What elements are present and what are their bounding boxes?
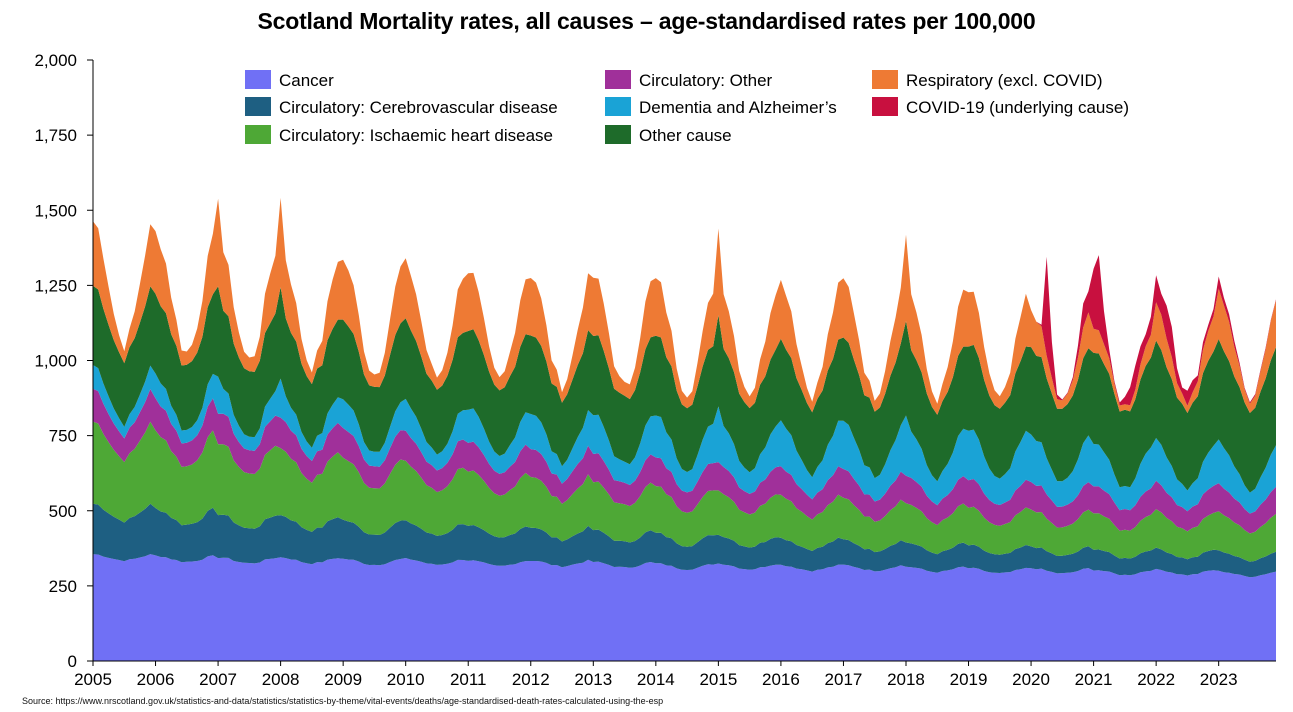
y-tick-label: 1,250 <box>34 276 77 295</box>
y-tick-label: 2,000 <box>34 51 77 70</box>
x-tick-label: 2019 <box>950 670 988 689</box>
legend-item: Other cause <box>605 125 732 145</box>
legend-swatch <box>245 97 271 116</box>
x-tick-label: 2018 <box>887 670 925 689</box>
legend-item: Dementia and Alzheimer’s <box>605 97 837 117</box>
x-tick-label: 2014 <box>637 670 675 689</box>
y-tick-label: 750 <box>49 427 77 446</box>
legend-item: Respiratory (excl. COVID) <box>872 70 1102 90</box>
legend-label: Circulatory: Other <box>639 71 773 90</box>
legend: Cancer Circulatory: Cerebrovascular disea… <box>245 70 1129 145</box>
x-tick-label: 2013 <box>574 670 612 689</box>
x-tick-label: 2007 <box>199 670 237 689</box>
series-area-4 <box>93 365 1276 514</box>
x-tick-label: 2020 <box>1012 670 1050 689</box>
legend-label: Respiratory (excl. COVID) <box>906 71 1102 90</box>
source-note: Source: https://www.nrscotland.gov.uk/st… <box>22 696 664 706</box>
x-tick-label: 2010 <box>387 670 425 689</box>
legend-swatch <box>605 125 631 144</box>
legend-swatch <box>872 70 898 89</box>
x-tick-label: 2009 <box>324 670 362 689</box>
series-area-2 <box>93 421 1276 562</box>
legend-label: Other cause <box>639 126 732 145</box>
legend-swatch <box>872 97 898 116</box>
x-tick-label: 2005 <box>74 670 112 689</box>
legend-label: Circulatory: Ischaemic heart disease <box>279 126 553 145</box>
y-tick-label: 1,000 <box>34 352 77 371</box>
legend-label: Dementia and Alzheimer’s <box>639 98 837 117</box>
y-tick-label: 500 <box>49 502 77 521</box>
y-tick-label: 1,750 <box>34 126 77 145</box>
legend-swatch <box>605 70 631 89</box>
axes: 0 250 500 750 1,000 1,250 1,500 1,750 2,000 2005 2… <box>34 51 1276 689</box>
x-tick-label: 2017 <box>825 670 863 689</box>
y-tick-label: 250 <box>49 577 77 596</box>
legend-item: Circulatory: Other <box>605 70 773 90</box>
legend-label: Cancer <box>279 71 334 90</box>
x-tick-label: 2008 <box>262 670 300 689</box>
chart-title: Scotland Mortality rates, all causes – a… <box>257 8 1036 34</box>
legend-swatch <box>245 125 271 144</box>
legend-item: Cancer <box>245 70 334 90</box>
y-tick-label: 1,500 <box>34 201 77 220</box>
series-area-6 <box>93 197 1276 415</box>
x-tick-label: 2015 <box>699 670 737 689</box>
y-tick-label: 0 <box>68 652 77 671</box>
x-tick-label: 2022 <box>1137 670 1175 689</box>
x-tick-label: 2021 <box>1075 670 1113 689</box>
legend-item: Circulatory: Cerebrovascular disease <box>245 97 558 117</box>
series-area-1 <box>93 503 1276 578</box>
area-layers <box>93 197 1276 661</box>
legend-swatch <box>245 70 271 89</box>
x-tick-label: 2023 <box>1200 670 1238 689</box>
legend-item: Circulatory: Ischaemic heart disease <box>245 125 553 145</box>
series-area-5 <box>93 285 1276 493</box>
series-area-0 <box>93 554 1276 661</box>
legend-label: Circulatory: Cerebrovascular disease <box>279 98 558 117</box>
legend-swatch <box>605 97 631 116</box>
x-tick-label: 2006 <box>137 670 175 689</box>
legend-label: COVID-19 (underlying cause) <box>906 98 1129 117</box>
x-tick-label: 2012 <box>512 670 550 689</box>
x-tick-label: 2011 <box>450 670 487 689</box>
series-area-3 <box>93 388 1276 534</box>
legend-item: COVID-19 (underlying cause) <box>872 97 1129 117</box>
x-tick-label: 2016 <box>762 670 800 689</box>
